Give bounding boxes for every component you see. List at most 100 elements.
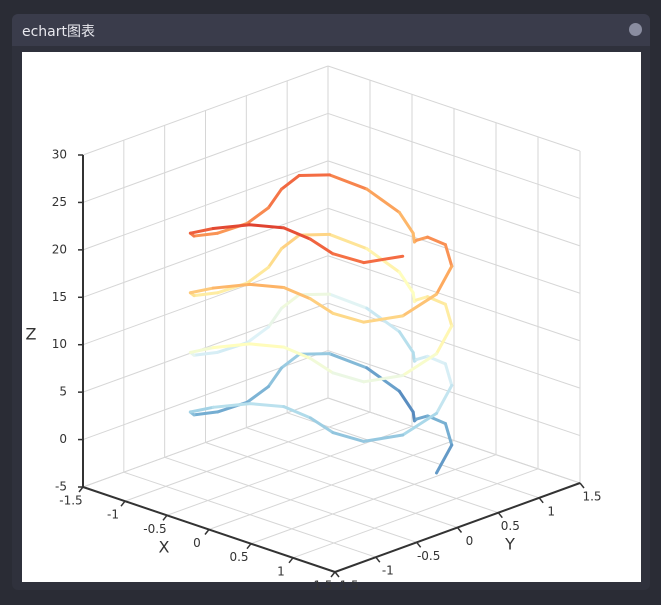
grid-line xyxy=(82,65,329,156)
line-segment xyxy=(415,295,430,302)
grid-line xyxy=(82,207,329,298)
x-tick-label: -0.5 xyxy=(143,522,166,536)
grid-line xyxy=(327,302,581,389)
line-segment xyxy=(245,206,270,225)
line-segment xyxy=(211,223,252,230)
window-button[interactable] xyxy=(629,23,642,36)
y-tick-label: -1.5 xyxy=(335,579,358,593)
y-tick xyxy=(456,527,463,533)
x-tick-label: 0 xyxy=(193,536,201,550)
line-segment xyxy=(331,252,366,265)
grid-line xyxy=(287,412,540,499)
y-tick xyxy=(538,497,544,504)
z-axis-label: Z xyxy=(26,325,37,344)
line-segment xyxy=(415,354,430,362)
grid-line xyxy=(123,471,376,558)
line-segment xyxy=(435,264,454,296)
line-segment xyxy=(308,416,335,435)
title-bar: echart图表 xyxy=(12,14,650,46)
x-tick-label: 0.5 xyxy=(229,550,248,564)
line-segment xyxy=(331,311,366,324)
y-axis-label: Y xyxy=(504,535,515,554)
line-segment xyxy=(331,371,366,384)
x-tick-label: -1.5 xyxy=(59,494,82,508)
z-tick-label: 15 xyxy=(52,290,67,304)
grid-line xyxy=(327,397,581,484)
grid-line xyxy=(82,302,329,393)
line-segment xyxy=(192,350,220,357)
grid-line xyxy=(205,442,458,528)
grid-line xyxy=(82,112,329,203)
line-segment xyxy=(435,383,454,415)
y-tick-label: 0 xyxy=(466,534,474,548)
line-segment xyxy=(365,187,401,214)
x-tick xyxy=(120,500,126,507)
line-segment xyxy=(443,243,454,268)
line-segment xyxy=(328,352,369,370)
y-tick-label: 1.5 xyxy=(582,490,601,504)
grid-line xyxy=(327,160,581,247)
line-segment xyxy=(282,286,312,301)
line-segment xyxy=(426,235,447,247)
line-segment xyxy=(443,302,454,328)
grid-line xyxy=(246,427,499,514)
line-segment xyxy=(245,325,270,345)
grid-line xyxy=(327,255,581,342)
line-segment xyxy=(279,293,301,310)
grid-line xyxy=(82,255,329,346)
z-tick-label: 0 xyxy=(59,432,67,446)
line-segment xyxy=(397,389,415,414)
line-segment xyxy=(331,431,366,443)
line-segment xyxy=(415,235,430,242)
line-segment xyxy=(188,226,215,235)
x-tick xyxy=(162,514,168,521)
line-segment xyxy=(362,433,405,443)
line-segment xyxy=(192,231,220,238)
line-segment xyxy=(248,282,286,290)
y-tick-label: 0.5 xyxy=(501,519,520,533)
grid-line xyxy=(327,65,581,152)
grid-line xyxy=(327,350,581,437)
line-segment xyxy=(279,352,301,370)
grid-line xyxy=(82,160,329,251)
line-segment xyxy=(282,226,312,241)
x-tick-label: 1 xyxy=(277,564,285,578)
x-tick xyxy=(330,571,336,578)
z-tick-label: 10 xyxy=(52,337,67,351)
line-segment xyxy=(245,385,270,404)
line-segment xyxy=(362,314,405,324)
line-segment xyxy=(192,291,220,298)
line-segment xyxy=(211,342,252,350)
z-tick-label: 5 xyxy=(59,385,67,399)
line-segment xyxy=(401,411,438,437)
line-segment xyxy=(443,362,454,387)
y-tick-label: -0.5 xyxy=(417,549,440,563)
line-segment xyxy=(401,292,438,318)
line-segment xyxy=(267,366,283,389)
y-tick-label: -1 xyxy=(382,564,394,578)
line-segment xyxy=(188,405,215,414)
x-tick xyxy=(78,486,84,493)
line-segment xyxy=(435,324,454,356)
line-segment xyxy=(248,402,286,409)
line-segment xyxy=(282,345,312,360)
line-segment xyxy=(192,410,220,417)
chart-background xyxy=(22,52,641,582)
z-tick-label: 25 xyxy=(52,195,67,209)
line-segment xyxy=(435,443,454,475)
z-tick-label: 20 xyxy=(52,242,67,256)
line-segment xyxy=(397,210,415,235)
line-segment xyxy=(401,352,438,377)
grid-line xyxy=(164,456,417,543)
line-segment xyxy=(188,286,215,295)
line-segment xyxy=(248,223,286,230)
line-segment xyxy=(279,173,301,191)
line-segment xyxy=(267,187,283,210)
line-segment xyxy=(328,232,369,251)
y-tick-label: 1 xyxy=(547,504,555,518)
line-segment xyxy=(362,254,405,265)
line-segment xyxy=(267,306,283,329)
window-title: echart图表 xyxy=(22,24,96,40)
